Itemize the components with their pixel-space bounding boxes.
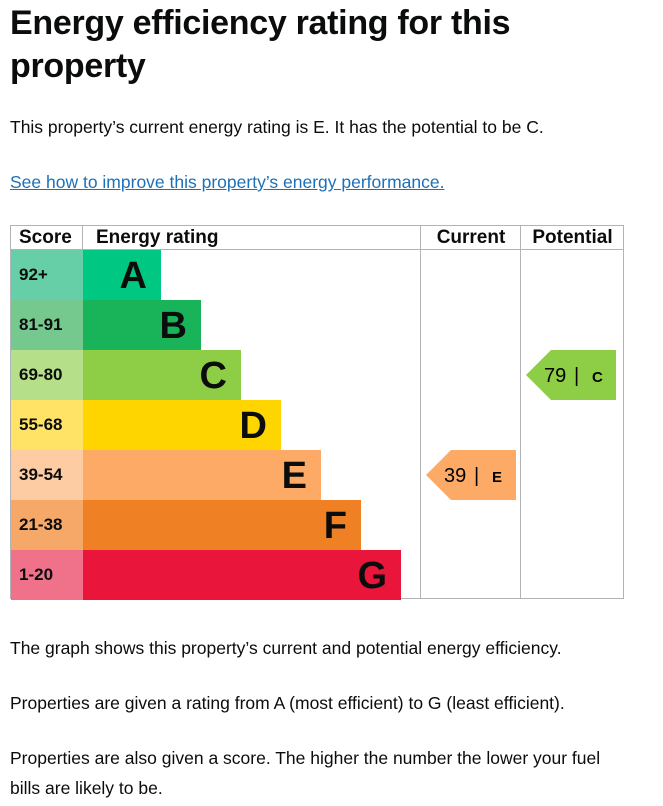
rating-bar: F [83,500,361,550]
rating-bar: E [83,450,321,500]
rating-bar: D [83,400,281,450]
arrow-shape [426,450,516,500]
rating-bar: B [83,300,201,350]
score-range: 39-54 [11,450,83,500]
score-range: 55-68 [11,400,83,450]
improve-link[interactable]: See how to improve this property’s energ… [10,172,445,192]
paragraph: The graph shows this property’s current … [10,638,562,658]
potential-band: C [592,369,603,386]
paragraph: Properties are given a rating from A (mo… [10,693,565,713]
intro: This property’s current energy rating is… [10,117,544,137]
score-range: 92+ [11,250,83,300]
current-separator: | [474,465,479,487]
potential-arrow: 79 | C [526,350,616,400]
column-header: Current [436,227,506,248]
column-border [520,226,521,598]
potential-score: 79 [544,365,566,387]
current-band: E [492,469,502,486]
rating-table: Score Energy rating Current Potential 92… [10,225,624,600]
header-border [11,249,623,250]
rating-bar: G [83,550,401,600]
potential-separator: | [574,365,579,387]
column-border [420,226,421,598]
current-arrow: 39 | E [426,450,516,500]
page-title: Energy efficiency rating for this proper… [10,4,511,85]
score-range: 69-80 [11,350,83,400]
score-range: 1-20 [11,550,83,600]
paragraph: Properties are also given a score. The h… [10,748,601,798]
current-score: 39 [444,465,466,487]
score-range: 81-91 [11,300,83,350]
column-header: Energy rating [96,227,219,248]
column-header: Score [19,227,72,248]
column-header: Potential [532,227,613,248]
score-range: 21-38 [11,500,83,550]
rating-bar: A [83,250,161,300]
rating-bar: C [83,350,241,400]
arrow-shape [526,350,616,400]
